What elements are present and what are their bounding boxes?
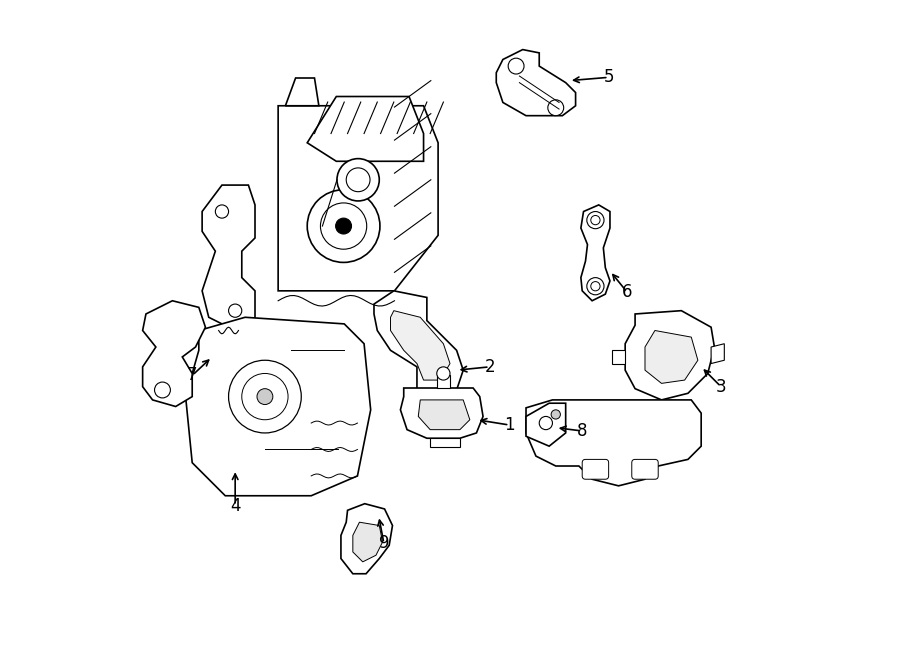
Polygon shape xyxy=(526,403,566,446)
Polygon shape xyxy=(391,311,450,380)
Circle shape xyxy=(436,367,450,380)
Polygon shape xyxy=(580,205,610,301)
Text: 3: 3 xyxy=(716,377,726,396)
Text: 1: 1 xyxy=(504,416,515,434)
Text: 5: 5 xyxy=(603,68,614,87)
Circle shape xyxy=(257,389,273,405)
Text: 7: 7 xyxy=(187,366,197,385)
Polygon shape xyxy=(645,330,698,383)
Polygon shape xyxy=(626,311,715,400)
Polygon shape xyxy=(711,344,724,364)
Polygon shape xyxy=(285,78,319,106)
Polygon shape xyxy=(418,400,470,430)
Polygon shape xyxy=(526,400,701,486)
Circle shape xyxy=(337,159,379,201)
Text: 6: 6 xyxy=(622,283,633,301)
Polygon shape xyxy=(612,350,625,364)
Circle shape xyxy=(336,218,352,234)
FancyBboxPatch shape xyxy=(582,459,608,479)
Text: 8: 8 xyxy=(577,422,588,440)
Circle shape xyxy=(587,278,604,295)
Polygon shape xyxy=(341,504,392,574)
Polygon shape xyxy=(353,522,382,562)
Polygon shape xyxy=(374,291,464,397)
Circle shape xyxy=(229,360,302,433)
Polygon shape xyxy=(436,375,450,388)
Polygon shape xyxy=(185,317,371,496)
Text: 9: 9 xyxy=(379,534,389,553)
Circle shape xyxy=(548,100,563,116)
Circle shape xyxy=(155,382,170,398)
Polygon shape xyxy=(496,50,576,116)
Circle shape xyxy=(539,416,553,430)
FancyBboxPatch shape xyxy=(632,459,658,479)
Circle shape xyxy=(229,304,242,317)
Polygon shape xyxy=(278,106,438,291)
Circle shape xyxy=(508,58,524,74)
Circle shape xyxy=(551,410,561,419)
Polygon shape xyxy=(430,438,460,447)
Polygon shape xyxy=(142,301,205,407)
Polygon shape xyxy=(307,97,424,161)
Circle shape xyxy=(215,205,229,218)
Polygon shape xyxy=(400,388,483,438)
Polygon shape xyxy=(202,185,255,330)
Text: 2: 2 xyxy=(484,358,495,376)
Circle shape xyxy=(587,212,604,229)
Text: 4: 4 xyxy=(230,496,240,515)
Circle shape xyxy=(307,190,380,262)
